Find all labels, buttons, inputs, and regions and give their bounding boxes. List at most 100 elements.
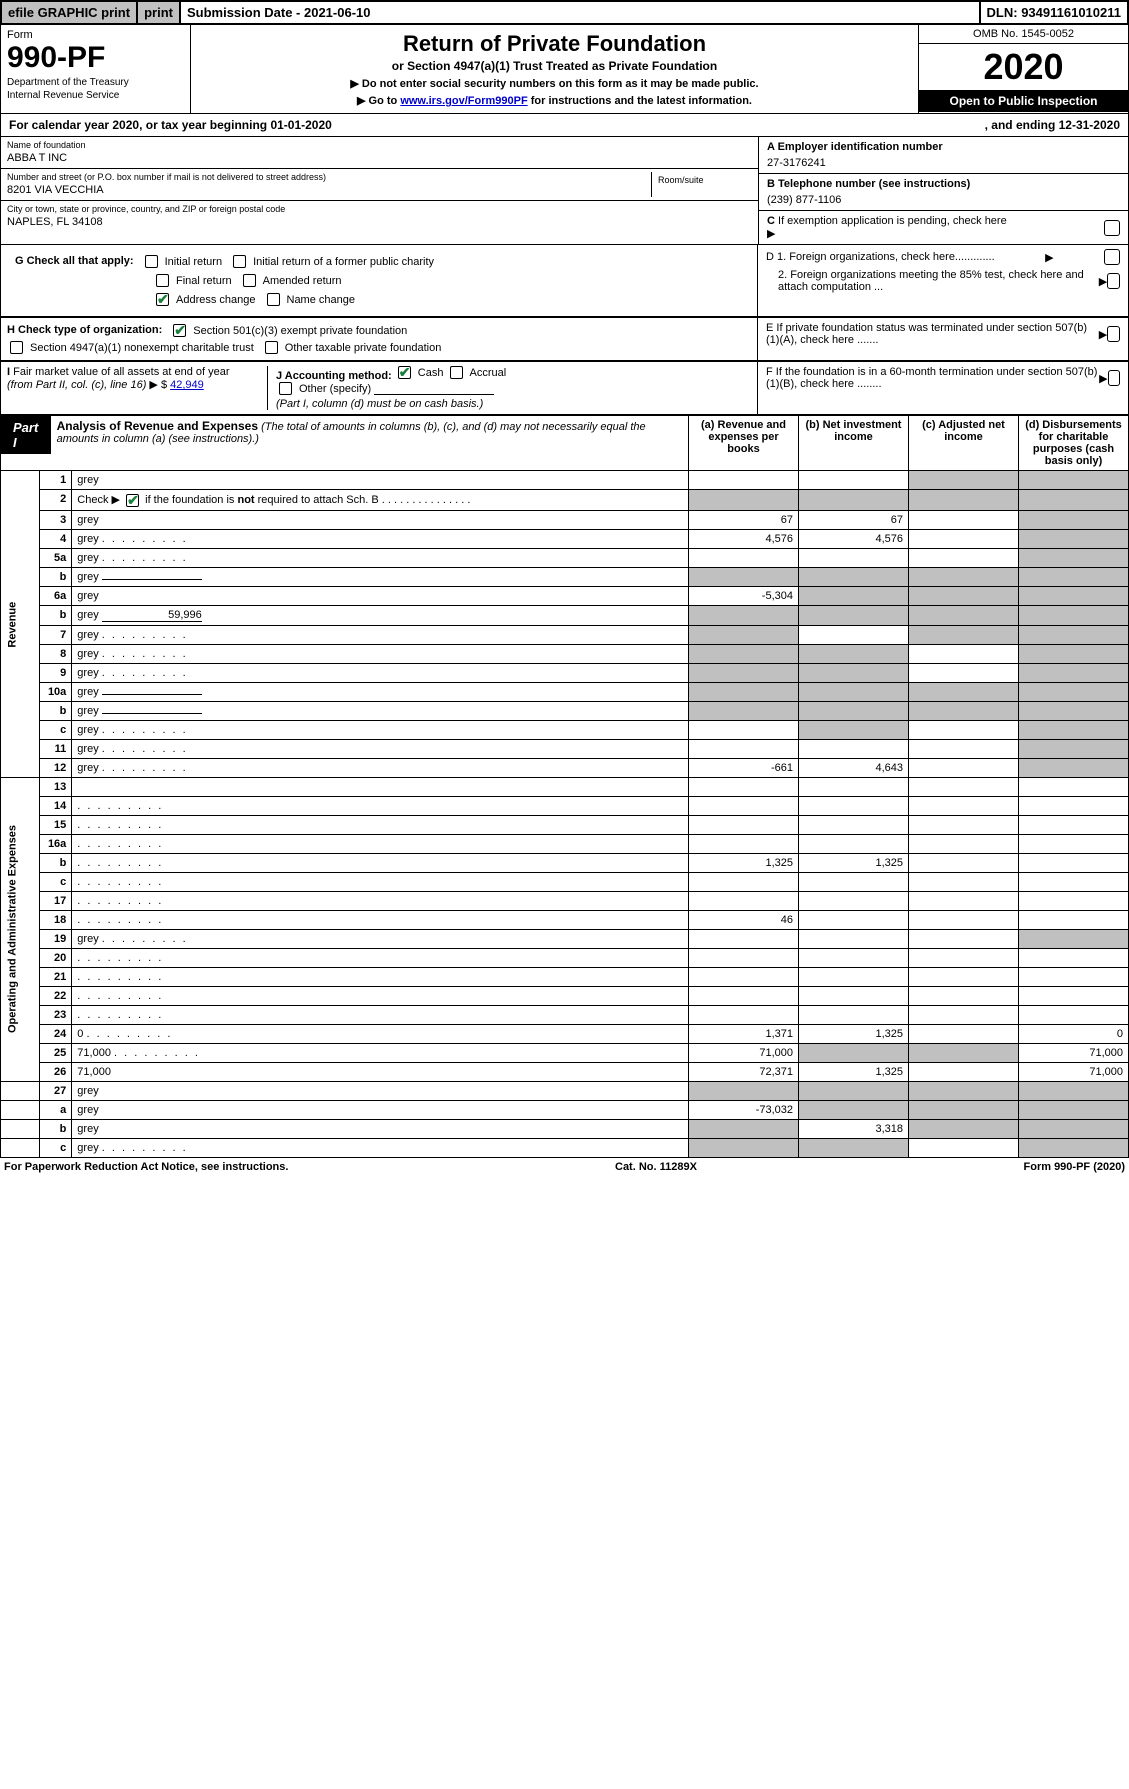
form-word: Form (7, 29, 184, 41)
row-num: b (40, 853, 72, 872)
cell-grey (689, 663, 799, 682)
initial-return-checkbox[interactable] (145, 255, 158, 268)
cell-value (799, 948, 909, 967)
row-desc: grey (72, 739, 689, 758)
cell-value (909, 853, 1019, 872)
row-desc: grey (72, 701, 689, 720)
cell-value (689, 891, 799, 910)
cell-value (689, 929, 799, 948)
accrual-checkbox[interactable] (450, 366, 463, 379)
row-num: 11 (40, 739, 72, 758)
name-change-checkbox[interactable] (267, 293, 280, 306)
501c3-checkbox[interactable] (173, 324, 186, 337)
final-return-checkbox[interactable] (156, 274, 169, 287)
empty-side (1, 1119, 40, 1138)
empty-side (1, 1100, 40, 1119)
irs-link[interactable]: www.irs.gov/Form990PF (400, 95, 527, 107)
cell-value (909, 777, 1019, 796)
cell-grey (799, 663, 909, 682)
table-row: 3grey6767 (1, 510, 1129, 529)
row-num: 27 (40, 1081, 72, 1100)
address-change-checkbox[interactable] (156, 293, 169, 306)
table-row: 14 (1, 796, 1129, 815)
row-desc: grey 59,996 (72, 605, 689, 625)
instr-goto-post: for instructions and the latest informat… (528, 95, 752, 107)
cell-value (689, 720, 799, 739)
cell-value (799, 834, 909, 853)
other-taxable-checkbox[interactable] (265, 341, 278, 354)
opt-other: Other (specify) (299, 383, 371, 395)
cash-checkbox[interactable] (398, 366, 411, 379)
row-num: 25 (40, 1043, 72, 1062)
table-row: 7grey (1, 625, 1129, 644)
cell-grey (1019, 682, 1129, 701)
print-button[interactable]: print (138, 2, 181, 23)
other-method-checkbox[interactable] (279, 382, 292, 395)
4947-checkbox[interactable] (10, 341, 23, 354)
cell-grey (1019, 1138, 1129, 1157)
cal-end: , and ending 12-31-2020 (985, 118, 1120, 132)
d2-checkbox[interactable] (1107, 273, 1120, 289)
f-checkbox[interactable] (1108, 370, 1120, 386)
cell-value (799, 967, 909, 986)
amended-return-checkbox[interactable] (243, 274, 256, 287)
dln-label: DLN: 93491161010211 (981, 2, 1127, 23)
row-num: 4 (40, 529, 72, 548)
cell-value: 3,318 (799, 1119, 909, 1138)
cell-grey (909, 1100, 1019, 1119)
top-bar: efile GRAPHIC print print Submission Dat… (0, 0, 1129, 25)
e-checkbox[interactable] (1107, 326, 1120, 342)
cell-grey (909, 701, 1019, 720)
table-row: Operating and Administrative Expenses13 (1, 777, 1129, 796)
row-desc: grey (72, 758, 689, 777)
exemption-pending-checkbox[interactable] (1104, 220, 1120, 236)
instr-goto-pre: ▶ Go to (357, 95, 400, 107)
cell-grey (909, 567, 1019, 586)
table-row: c (1, 872, 1129, 891)
cell-grey (1019, 720, 1129, 739)
row-num: b (40, 567, 72, 586)
initial-former-checkbox[interactable] (233, 255, 246, 268)
row-num: 2 (40, 490, 72, 511)
cell-grey (799, 720, 909, 739)
cell-grey (909, 586, 1019, 605)
phone-label: B Telephone number (see instructions) (767, 178, 1120, 190)
cell-value: 67 (799, 510, 909, 529)
table-row: 9grey (1, 663, 1129, 682)
table-row: agrey-73,032 (1, 1100, 1129, 1119)
row-desc (72, 891, 689, 910)
row-desc: grey (72, 1119, 689, 1138)
cal-begin: For calendar year 2020, or tax year begi… (9, 118, 985, 132)
row-num: a (40, 1100, 72, 1119)
cell-grey (1019, 701, 1129, 720)
cell-grey (909, 605, 1019, 625)
cell-value (1019, 948, 1129, 967)
city-label: City or town, state or province, country… (7, 204, 752, 214)
table-row: b 1,3251,325 (1, 853, 1129, 872)
cell-grey (1019, 644, 1129, 663)
cell-grey (1019, 625, 1129, 644)
d1-checkbox[interactable] (1104, 249, 1120, 265)
row-num: c (40, 1138, 72, 1157)
cell-grey (909, 682, 1019, 701)
col-d-header: (d) Disbursements for charitable purpose… (1019, 416, 1129, 471)
row-num: 14 (40, 796, 72, 815)
row-num: 7 (40, 625, 72, 644)
opt-initial-former: Initial return of a former public charit… (253, 256, 434, 268)
cell-value (909, 986, 1019, 1005)
row-num: 20 (40, 948, 72, 967)
cell-grey (799, 586, 909, 605)
cell-value: 1,325 (799, 1062, 909, 1081)
cell-value (1019, 796, 1129, 815)
cell-grey (689, 625, 799, 644)
cell-grey (799, 490, 909, 511)
cell-grey (689, 1138, 799, 1157)
opt-501c3: Section 501(c)(3) exempt private foundat… (193, 325, 407, 337)
cell-grey (1019, 529, 1129, 548)
fmv-value[interactable]: 42,949 (170, 379, 204, 391)
e-label: E If private foundation status was termi… (766, 322, 1099, 346)
open-public: Open to Public Inspection (919, 90, 1128, 112)
section-g: G Check all that apply: Initial return I… (7, 249, 751, 274)
row-desc (72, 834, 689, 853)
side-label: Operating and Administrative Expenses (1, 777, 40, 1081)
